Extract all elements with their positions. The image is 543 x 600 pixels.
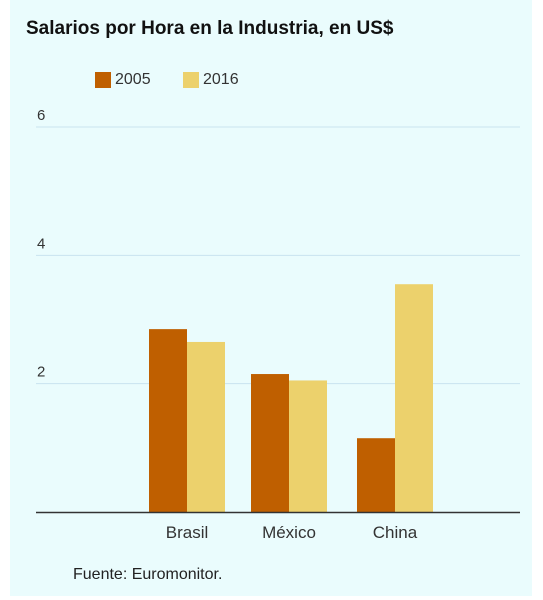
legend-swatch-2016 xyxy=(183,72,199,88)
legend-swatch-2005 xyxy=(95,72,111,88)
y-tick-label-4: 4 xyxy=(37,235,45,252)
bar-brasil-2016 xyxy=(187,341,225,512)
x-tick-label: China xyxy=(373,523,418,542)
bar-china-2005 xyxy=(357,438,395,512)
y-tick-label-6: 6 xyxy=(37,107,45,124)
bar-brasil-2005 xyxy=(149,329,187,512)
x-tick-label: México xyxy=(262,523,316,542)
chart-title: Salarios por Hora en la Industria, en US… xyxy=(26,18,394,39)
legend-label-2016: 2016 xyxy=(203,71,239,88)
x-tick-label: Brasil xyxy=(166,523,209,542)
bar-mxico-2005 xyxy=(251,374,289,512)
legend-label-2005: 2005 xyxy=(115,71,151,88)
bar-mxico-2016 xyxy=(289,380,327,512)
y-tick-label-2: 2 xyxy=(37,364,45,381)
bar-china-2016 xyxy=(395,284,433,512)
source-note: Fuente: Euromonitor. xyxy=(73,566,223,583)
